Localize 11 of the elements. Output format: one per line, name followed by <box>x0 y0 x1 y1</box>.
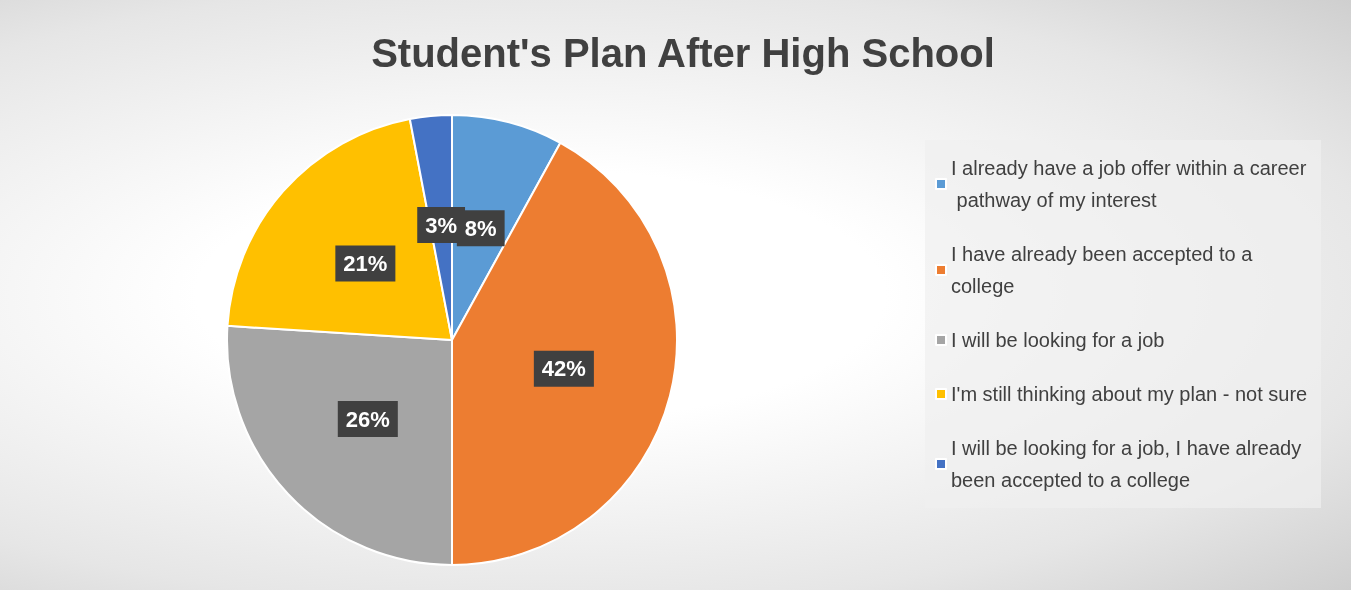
data-label: 26% <box>345 406 390 432</box>
legend-label: I already have a job offer within a career pathway of my interest <box>951 157 1307 211</box>
data-label: 42% <box>541 356 586 382</box>
legend-label: I have already been accepted to a college <box>951 243 1258 297</box>
data-label: 3% <box>425 212 458 238</box>
legend-label: I'm still thinking about my plan - not sure <box>951 383 1308 405</box>
data-label: 8% <box>464 215 497 241</box>
data-label: 21% <box>343 251 388 277</box>
legend-label: I will be looking for a job <box>951 329 1165 351</box>
chart-title: Student's Plan After High School <box>371 31 995 75</box>
legend-label: I will be looking for a job, I have already been accepted to a college <box>951 437 1307 491</box>
